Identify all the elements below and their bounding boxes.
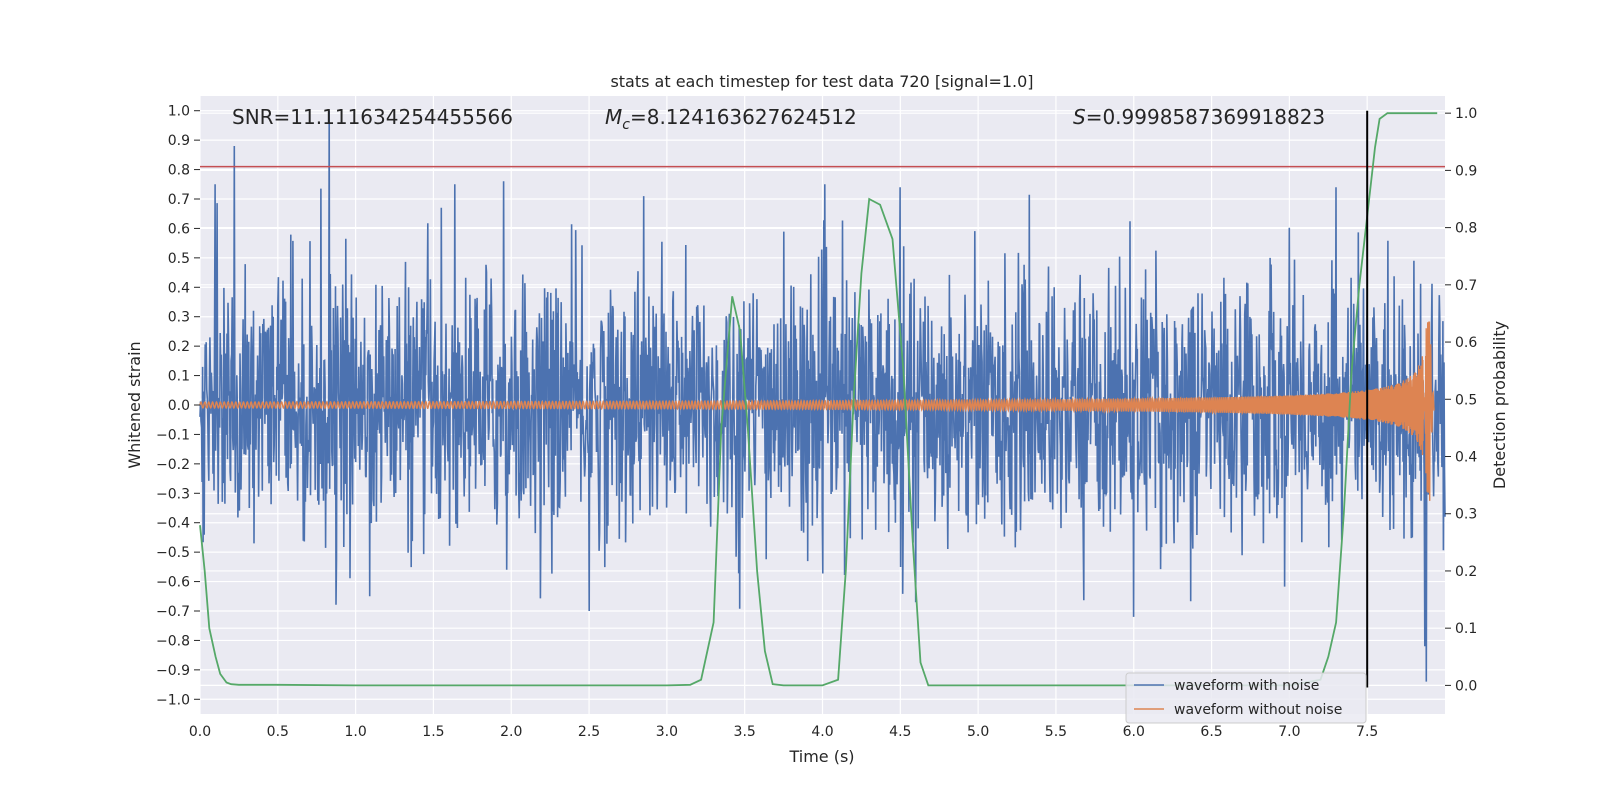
y-tick-label-left: −0.3 [156, 486, 190, 502]
plot-area [199, 110, 1446, 688]
y-tick-label-right: 0.7 [1455, 278, 1477, 294]
y-tick-label-right: 0.6 [1455, 335, 1477, 351]
x-tick-label: 3.0 [656, 724, 678, 740]
y-tick-label-left: −0.7 [156, 604, 190, 620]
x-tick-label: 2.0 [500, 724, 522, 740]
ticks: 0.0 0.5 1.0 1.5 2.0 2.5 3.0 3.5 4.0 4.5 5.0 5.5 6.0 6… [156, 104, 1477, 740]
y-tick-label-left: −0.8 [156, 633, 190, 649]
y-tick-label-right: 0.0 [1455, 678, 1477, 694]
y-tick-label-left: −1.0 [156, 692, 190, 708]
significance-value: =0.9998587369918823 [1086, 105, 1325, 129]
y-tick-label-left: 1.0 [168, 104, 190, 120]
y-tick-label-left: −0.9 [156, 663, 190, 679]
x-tick-label: 1.5 [422, 724, 444, 740]
x-tick-label: 7.0 [1278, 724, 1300, 740]
y-tick-label-right: 0.8 [1455, 221, 1477, 237]
x-tick-label: 7.5 [1356, 724, 1378, 740]
snr-annotation: SNR=11.111634254455566 [232, 105, 513, 129]
y-tick-label-right: 0.2 [1455, 564, 1477, 580]
x-tick-label: 2.5 [578, 724, 600, 740]
x-tick-label: 3.5 [734, 724, 756, 740]
x-tick-label: 1.0 [344, 724, 366, 740]
series-detection-probability [199, 112, 1438, 687]
y-tick-label-right: 0.5 [1455, 392, 1477, 408]
chart-title: stats at each timestep for test data 720… [610, 72, 1033, 91]
y-tick-label-right: 0.4 [1455, 450, 1477, 466]
legend-label-noise: waveform with noise [1174, 678, 1319, 694]
legend-box [1125, 672, 1367, 724]
x-tick-label: 4.0 [811, 724, 833, 740]
series-waveform-without-noise [199, 321, 1435, 501]
x-tick-label: 6.0 [1123, 724, 1145, 740]
right-y-axis-label: Detection probability [1490, 321, 1509, 489]
chirp-mass-annotation: Mc=8.124163627624512 [605, 105, 857, 133]
x-tick-label: 4.5 [889, 724, 911, 740]
x-tick-label: 0.0 [189, 724, 211, 740]
y-tick-label-left: 0.2 [168, 339, 190, 355]
chirp-mass-subscript: c [622, 117, 630, 133]
significance-symbol: S [1073, 105, 1086, 129]
y-tick-label-left: −0.5 [156, 545, 190, 561]
x-tick-label: 5.0 [967, 724, 989, 740]
y-tick-label-left: 0.4 [168, 280, 190, 296]
y-tick-label-left: 0.1 [168, 369, 190, 385]
significance-annotation: S=0.9998587369918823 [1073, 105, 1325, 129]
y-tick-label-left: −0.4 [156, 516, 190, 532]
y-tick-label-left: 0.9 [168, 133, 190, 149]
legend: waveform with noise waveform without noi… [1125, 672, 1367, 724]
x-tick-label: 0.5 [267, 724, 289, 740]
y-tick-label-left: −0.6 [156, 575, 190, 591]
y-tick-label-left: 0.5 [168, 251, 190, 267]
y-tick-label-left: −0.2 [156, 457, 190, 473]
y-tick-label-right: 0.9 [1455, 163, 1477, 179]
chirp-mass-symbol: M [605, 105, 622, 129]
y-tick-label-left: 0.0 [168, 398, 190, 414]
y-tick-label-right: 0.1 [1455, 621, 1477, 637]
x-tick-label: 6.5 [1200, 724, 1222, 740]
x-axis-label: Time (s) [788, 747, 854, 766]
y-tick-label-right: 1.0 [1455, 106, 1477, 122]
y-tick-label-left: 0.8 [168, 163, 190, 179]
left-y-axis-label: Whitened strain [125, 341, 144, 468]
y-tick-label-left: 0.7 [168, 192, 190, 208]
y-tick-label-left: −0.1 [156, 427, 190, 443]
x-tick-label: 5.5 [1045, 724, 1067, 740]
y-tick-label-right: 0.3 [1455, 507, 1477, 523]
y-tick-label-left: 0.6 [168, 221, 190, 237]
series-waveform-with-noise [199, 110, 1446, 682]
legend-label-clean: waveform without noise [1174, 702, 1342, 718]
y-tick-label-left: 0.3 [168, 310, 190, 326]
chirp-mass-value: =8.124163627624512 [630, 105, 857, 129]
